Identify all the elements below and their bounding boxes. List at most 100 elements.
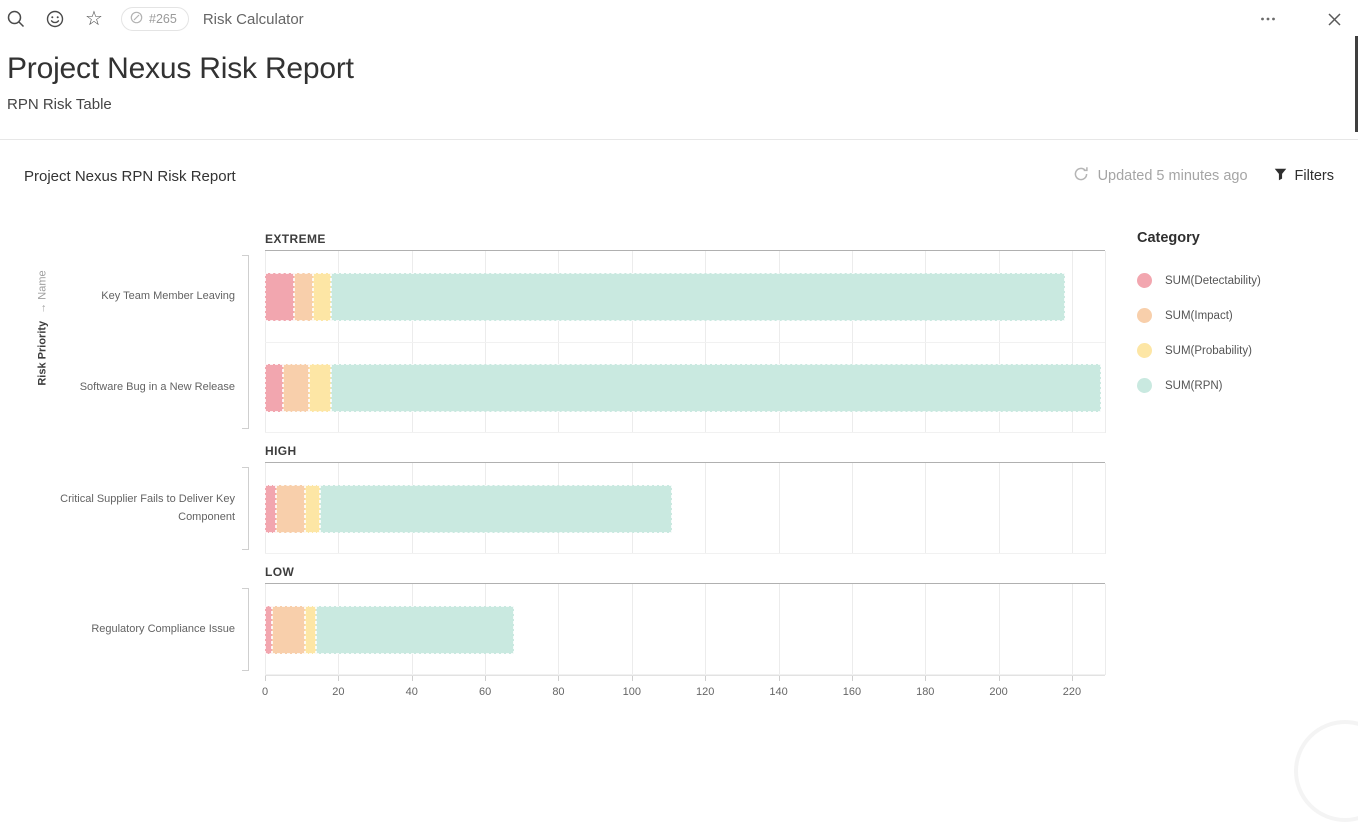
segment-SUM(Probability)[interactable] <box>309 364 331 412</box>
row-label: Key Team Member Leaving <box>101 289 235 302</box>
filters-button[interactable]: Filters <box>1274 168 1334 185</box>
filters-label: Filters <box>1294 168 1334 184</box>
emoji-icon[interactable] <box>45 9 65 29</box>
stacked-bar[interactable] <box>265 272 1065 321</box>
row-label: Critical Supplier Fails to Deliver Key C… <box>60 492 235 523</box>
legend-swatch <box>1137 378 1152 393</box>
close-icon[interactable] <box>1324 9 1344 29</box>
gridline <box>778 463 780 554</box>
segment-SUM(Detectability)[interactable] <box>265 364 284 412</box>
x-axis-tick-label: 140 <box>769 686 788 698</box>
row-plot <box>265 251 1105 342</box>
gridline <box>1105 251 1106 433</box>
group-bracket <box>242 255 249 429</box>
risk-group-high: HIGH Critical Supplier Fails to Deliver K… <box>0 444 1358 554</box>
segment-SUM(Probability)[interactable] <box>305 484 321 533</box>
chart-legend: Category SUM(Detectability) SUM(Impact) SU… <box>1137 230 1261 393</box>
group-label: EXTREME <box>265 232 326 246</box>
x-axis-tick-label: 0 <box>261 686 269 698</box>
stacked-bar[interactable] <box>265 484 673 533</box>
legend-item[interactable]: SUM(Detectability) <box>1137 273 1261 288</box>
gridline <box>998 463 1000 554</box>
segment-SUM(RPN)[interactable] <box>331 364 1102 412</box>
group-bracket <box>242 588 249 671</box>
segment-SUM(Probability)[interactable] <box>312 272 331 321</box>
x-axis-tick <box>485 676 487 681</box>
x-axis-tick-label: 220 <box>1062 686 1082 698</box>
segment-SUM(Impact)[interactable] <box>276 484 306 533</box>
row-plot <box>265 463 1105 554</box>
legend-label: SUM(Probability) <box>1165 344 1252 357</box>
legend-label: SUM(RPN) <box>1165 379 1223 392</box>
page-subtitle: RPN Risk Table <box>7 96 112 113</box>
gridline <box>778 584 780 675</box>
widget-title: Project Nexus RPN Risk Report <box>24 167 236 185</box>
gridline <box>851 584 853 675</box>
stacked-bar[interactable] <box>265 605 515 654</box>
segment-SUM(Detectability)[interactable] <box>265 605 273 654</box>
x-axis-tick-label: 160 <box>842 686 862 698</box>
gridline <box>1105 584 1106 675</box>
segment-SUM(Probability)[interactable] <box>305 605 317 654</box>
rpn-stacked-bar-chart: EXTREME Key Team Member Leaving Software B… <box>0 232 1358 709</box>
segment-SUM(Impact)[interactable] <box>294 272 313 321</box>
floating-action-button[interactable] <box>1294 720 1358 822</box>
segment-SUM(RPN)[interactable] <box>316 605 515 654</box>
x-axis-tick <box>411 676 413 681</box>
row-label: Software Bug in a New Release <box>79 380 235 393</box>
x-axis-tick <box>338 676 340 681</box>
legend-label: SUM(Detectability) <box>1165 274 1261 287</box>
x-axis-tick <box>705 676 707 681</box>
band-bottom-line <box>265 674 1105 675</box>
gridline <box>998 584 1000 675</box>
bar-row: Regulatory Compliance Issue <box>0 584 1358 675</box>
page-header: Project Nexus Risk Report RPN Risk Table <box>0 36 1358 113</box>
segment-SUM(RPN)[interactable] <box>320 484 673 533</box>
x-axis-tick-label: 180 <box>916 686 935 698</box>
group-label: HIGH <box>265 444 297 458</box>
x-axis-tick <box>925 676 927 681</box>
refresh-icon[interactable] <box>1073 166 1089 186</box>
legend-item[interactable]: SUM(RPN) <box>1137 378 1261 393</box>
scrollbar-thumb[interactable] <box>1355 36 1358 132</box>
legend-item[interactable]: SUM(Probability) <box>1137 343 1261 358</box>
window-title: Risk Calculator <box>202 10 304 28</box>
group-header: HIGH <box>265 444 1105 463</box>
y-axis-title: Risk Priority → Name <box>32 238 54 418</box>
gridline <box>1071 584 1073 675</box>
header-divider <box>0 139 1358 140</box>
segment-SUM(RPN)[interactable] <box>331 272 1065 321</box>
gridline <box>1105 463 1106 554</box>
updated-text: Updated 5 minutes ago <box>1097 168 1248 184</box>
x-axis-tick <box>1071 676 1073 681</box>
bar-row: Critical Supplier Fails to Deliver Key C… <box>0 463 1358 554</box>
gridline <box>851 463 853 554</box>
gridline <box>558 584 560 675</box>
x-axis-tick <box>778 676 780 681</box>
favorite-star-icon[interactable]: ☆ <box>85 8 103 30</box>
bar-row: Software Bug in a New Release <box>0 342 1358 433</box>
segment-SUM(Impact)[interactable] <box>283 364 309 412</box>
x-axis: 0 20 40 60 80 100 120 140 160 180 200 220 <box>261 675 1105 709</box>
refresh-status: Updated 5 minutes ago <box>1073 166 1248 186</box>
bar-row: Key Team Member Leaving <box>0 251 1358 342</box>
band-bottom-line <box>265 553 1105 554</box>
x-axis-tick-label: 20 <box>332 686 345 698</box>
item-id-badge[interactable]: #265 <box>121 7 189 31</box>
segment-SUM(Impact)[interactable] <box>272 605 306 654</box>
x-axis-tick-label: 60 <box>478 686 492 698</box>
segment-SUM(Detectability)[interactable] <box>265 272 295 321</box>
legend-item[interactable]: SUM(Impact) <box>1137 308 1261 323</box>
group-header: EXTREME <box>265 232 1105 251</box>
more-options-icon[interactable] <box>1258 9 1278 29</box>
segment-SUM(Detectability)[interactable] <box>265 484 276 533</box>
x-axis-tick <box>558 676 560 681</box>
x-axis-tick <box>265 676 266 681</box>
gridline <box>1071 463 1073 554</box>
x-axis-tick <box>851 676 853 681</box>
legend-label: SUM(Impact) <box>1165 309 1233 322</box>
link-icon <box>130 11 143 27</box>
legend-swatch <box>1137 273 1152 288</box>
stacked-bar[interactable] <box>265 364 1102 412</box>
search-icon[interactable] <box>6 9 26 29</box>
